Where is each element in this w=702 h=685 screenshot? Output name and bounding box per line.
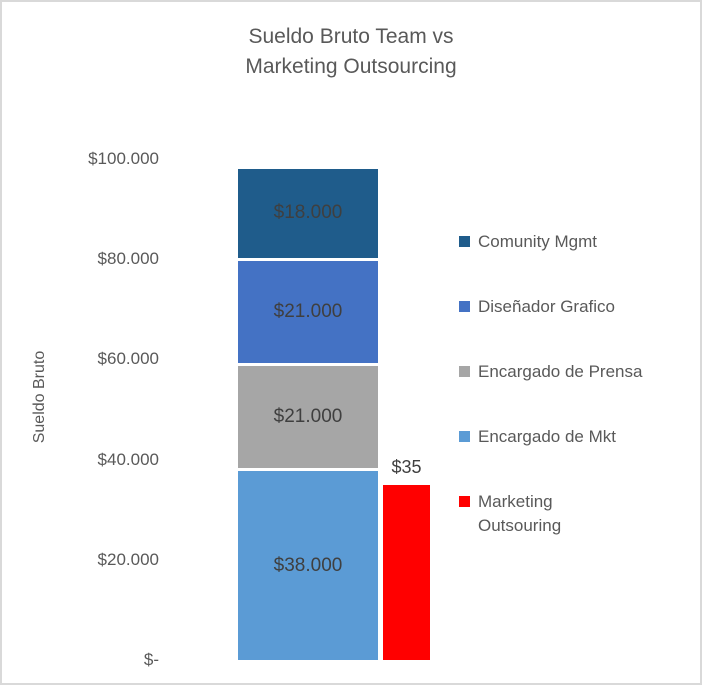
legend-item-comunity-mgmt: Comunity Mgmt bbox=[459, 230, 597, 254]
legend-label: Marketing Outsouring bbox=[478, 492, 562, 535]
y-tick-80-000: $80.000 bbox=[97, 249, 159, 269]
chart-title-line2: Marketing Outsourcing bbox=[245, 55, 457, 78]
legend-item-encargado-de-mkt: Encargado de Mkt bbox=[459, 425, 616, 449]
y-tick-100-000: $100.000 bbox=[88, 149, 159, 168]
legend-swatch-icon bbox=[459, 431, 470, 442]
legend-swatch-icon bbox=[459, 301, 470, 312]
bar-segment-encargado-de-prensa bbox=[238, 365, 378, 469]
y-tick-60-000: $60.000 bbox=[97, 349, 159, 369]
chart-title-line1: Sueldo Bruto Team vs bbox=[248, 25, 454, 48]
bar-segment-disenador-grafico bbox=[238, 260, 378, 363]
legend-label: Encargado de Mkt bbox=[478, 427, 616, 446]
data-label-marketing-outsouring: $35 bbox=[391, 456, 422, 477]
legend-item-marketing-outsouring: Marketing Outsouring bbox=[459, 490, 561, 538]
data-label-comunity-mgmt: $18.000 bbox=[273, 202, 343, 224]
legend-swatch-icon bbox=[459, 496, 470, 507]
legend-label: Comunity Mgmt bbox=[478, 232, 598, 251]
bar-marketing-outsouring bbox=[383, 484, 430, 660]
bar-segment-comunity-mgmt bbox=[238, 169, 378, 258]
data-label-disenador-grafico: $21.000 bbox=[273, 300, 343, 322]
y-tick-40-000: $40.000 bbox=[97, 449, 159, 469]
legend-label: Encargado de Prensa bbox=[478, 362, 643, 381]
data-label-encargado-de-mkt: $38.000 bbox=[273, 554, 343, 576]
chart-title: Sueldo Bruto Team vs Marketing Outsourci… bbox=[2, 22, 700, 82]
legend-item-disenador-grafico: Diseñador Grafico bbox=[459, 295, 615, 319]
data-label-encargado-de-prensa: $21.000 bbox=[273, 406, 343, 427]
y-tick-: $- bbox=[143, 650, 159, 669]
y-tick-20-000: $20.000 bbox=[97, 549, 159, 569]
legend-swatch-icon bbox=[459, 236, 470, 247]
legend-swatch-icon bbox=[459, 366, 470, 377]
legend-item-encargado-de-prensa: Encargado de Prensa bbox=[459, 360, 642, 384]
legend-label: Diseñador Grafico bbox=[478, 297, 616, 316]
bar-segment-encargado-de-mkt bbox=[238, 471, 378, 660]
